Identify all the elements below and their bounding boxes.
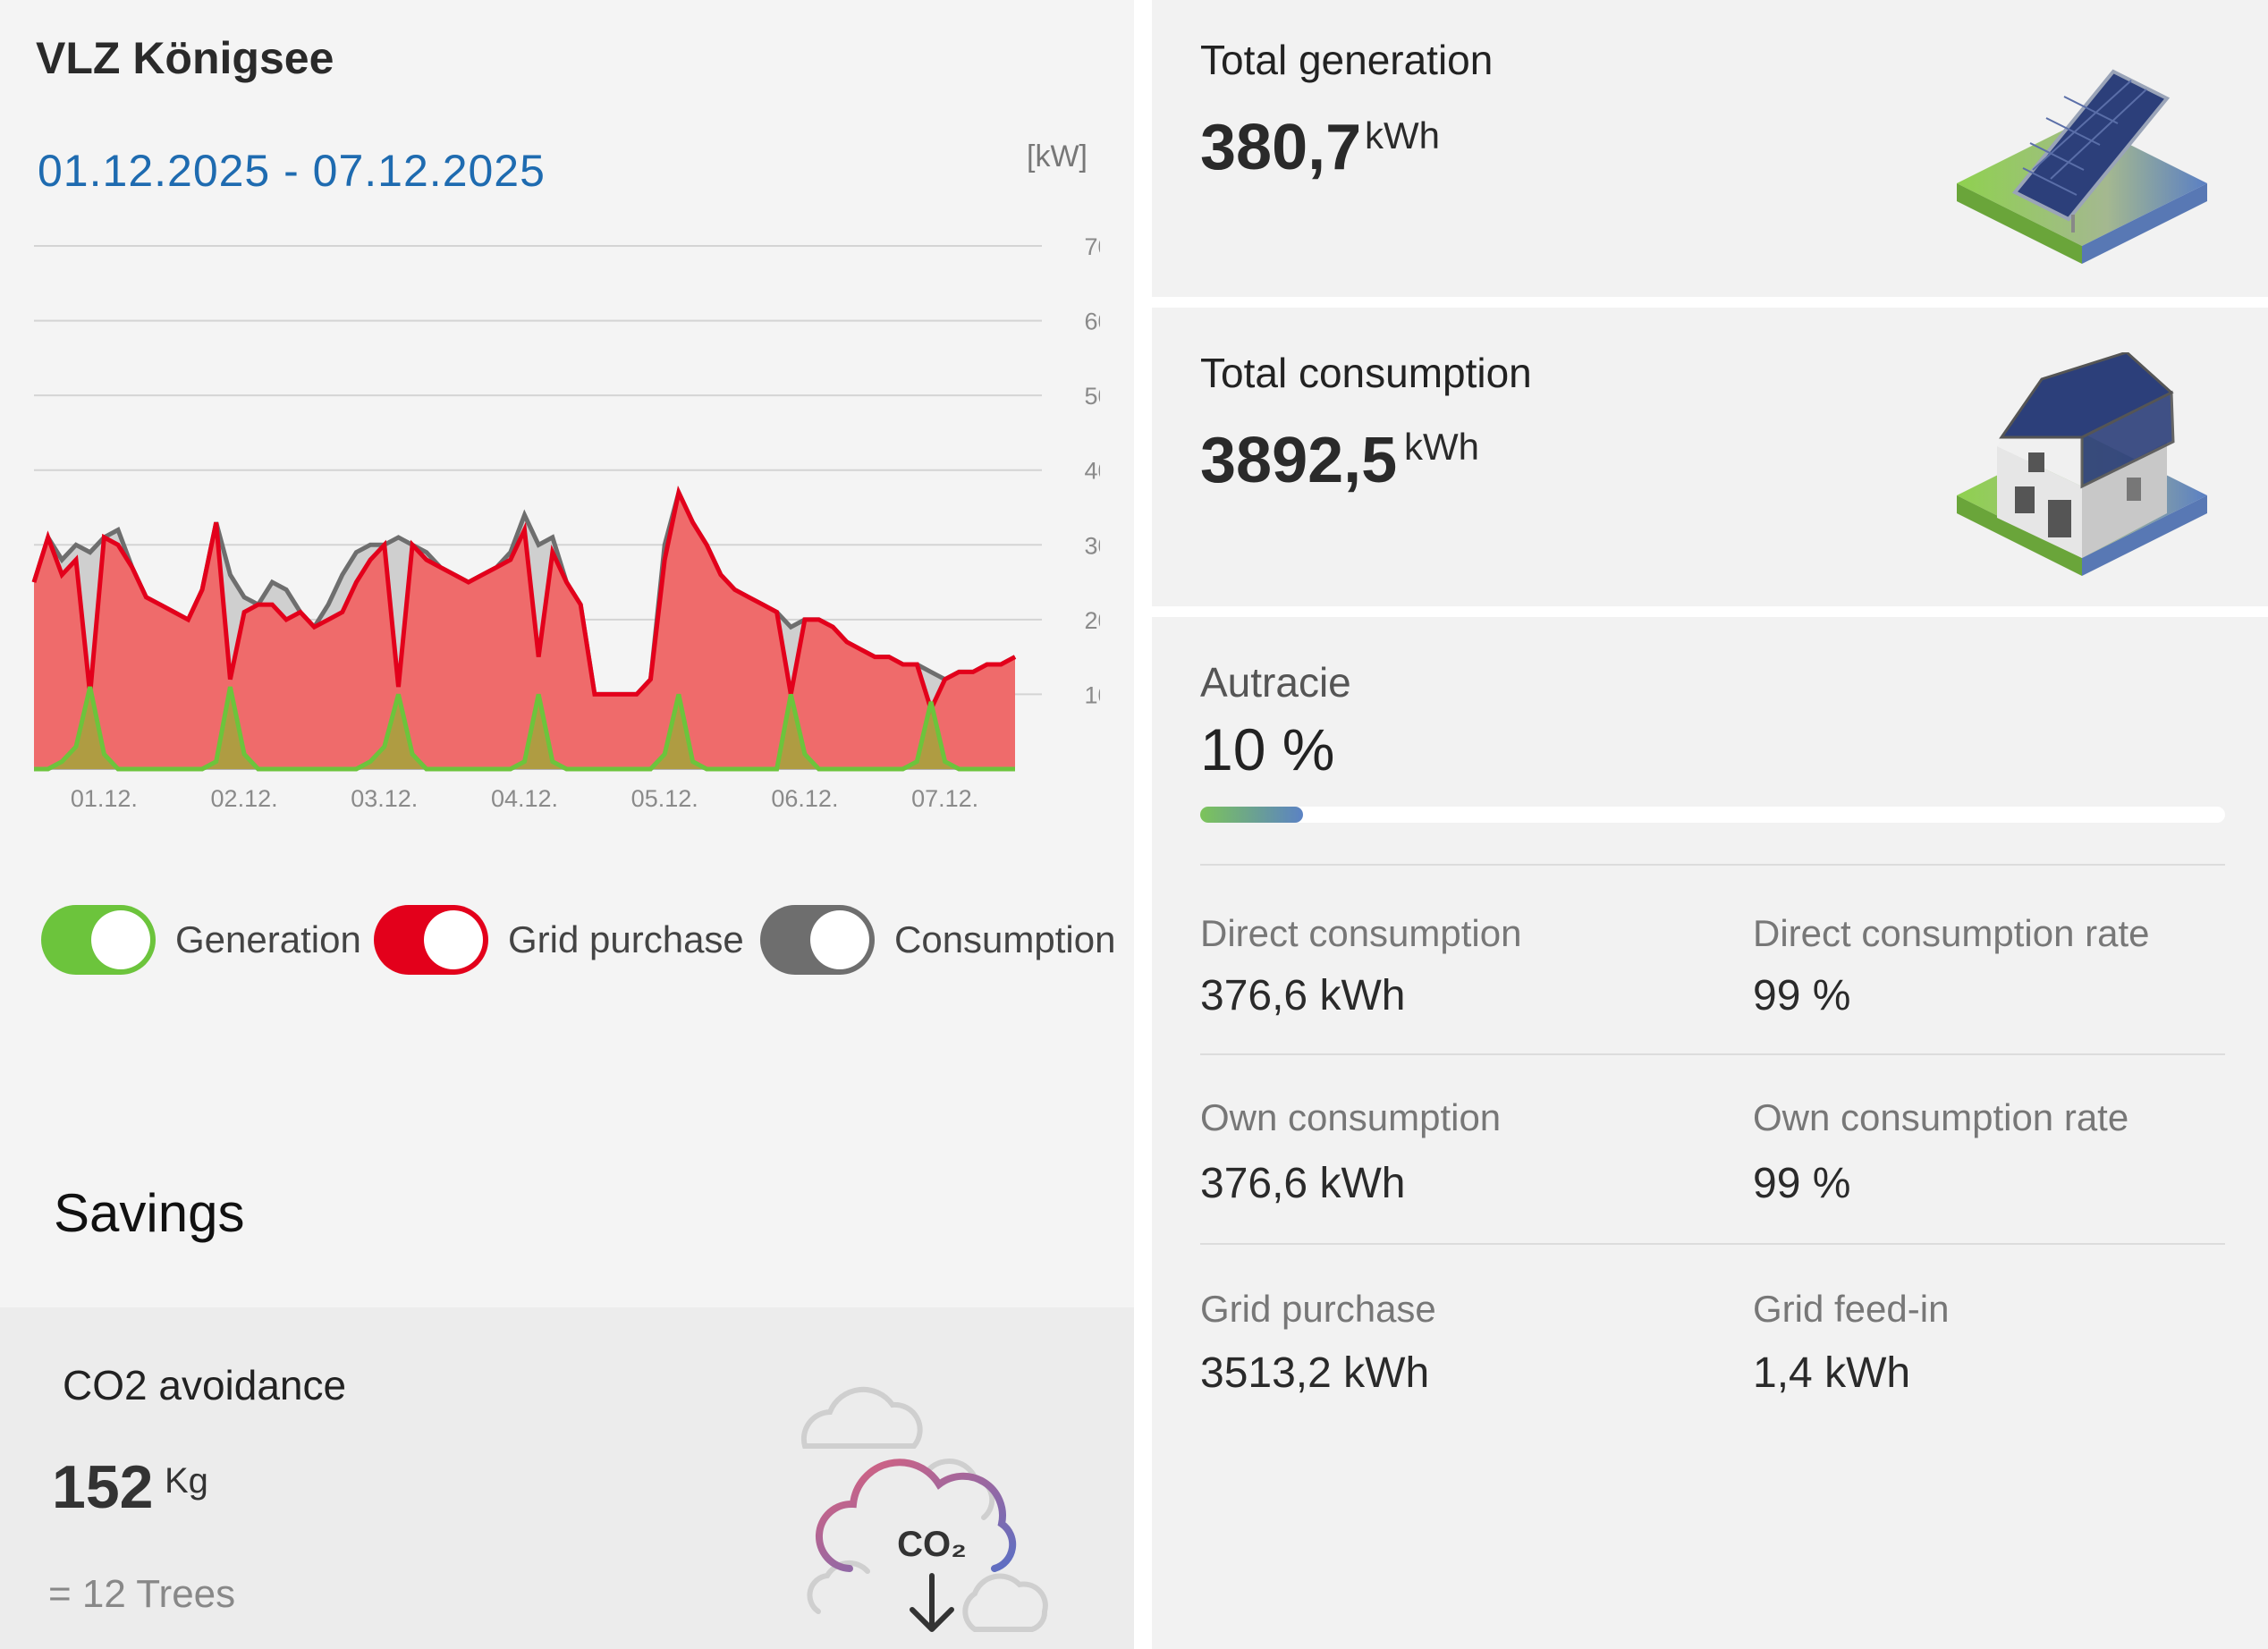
x-tick-label: 02.12. [211,785,278,812]
co2-cloud-icon: CO₂ [800,1386,1048,1632]
x-tick-label: 04.12. [491,785,558,812]
consumption-toggle-label: Consumption [894,918,1116,960]
summary-panel: Total generation 380,7 kWh Total consump… [1152,0,2268,1649]
grid-purchase-toggle-group[interactable]: Grid purchase [374,905,744,975]
consumption-toggle-group[interactable]: Consumption [760,905,1115,975]
house-icon [1957,352,2207,576]
toggle-knob [810,910,869,969]
own-consumption-rate-value: 99 % [1753,1160,1851,1207]
power-chart: 70,0 60,0 50,0 40,0 30,0 20,0 10,0 01.12. 02.12.… [31,233,1100,812]
y-tick-label: 70,0 [1084,233,1100,260]
y-tick-label: 20,0 [1084,607,1100,634]
generation-line [34,686,1015,772]
total-generation-unit: kWh [1365,114,1440,156]
grid-feed-in-label: Grid feed-in [1753,1288,1950,1330]
panel-divider [1134,0,1152,1649]
y-tick-label: 50,0 [1084,383,1100,410]
grid-purchase-line [31,485,1017,715]
y-tick-label: 10,0 [1084,681,1100,708]
co2-trees-equivalent: = 12 Trees [48,1572,236,1616]
total-consumption-unit: kWh [1404,426,1479,468]
grid-purchase-label: Grid purchase [1200,1288,1436,1330]
total-generation-value: 380,7 [1200,112,1362,183]
generation-toggle[interactable] [41,905,156,975]
co2-value: 152 [52,1453,154,1521]
row-divider [1200,864,2225,866]
solar-panel-icon [1957,69,2207,264]
grid-purchase-value: 3513,2 kWh [1200,1349,1430,1397]
x-tick-label: 06.12. [771,785,838,812]
own-consumption-value: 376,6 kWh [1200,1160,1406,1207]
own-consumption-rate-label: Own consumption rate [1753,1096,2129,1138]
direct-consumption-rate-label: Direct consumption rate [1753,912,2150,954]
card-separator [1152,606,2268,617]
energy-chart-panel: VLZ Königsee 01.12.2025 - 07.12.2025 [kW… [0,33,1134,1649]
y-tick-label: 30,0 [1084,532,1100,559]
x-tick-label: 01.12. [71,785,138,812]
grid-purchase-toggle[interactable] [374,905,488,975]
total-generation-title: Total generation [1200,37,1494,83]
grid-purchase-area [34,492,1015,769]
savings-heading: Savings [54,1183,245,1243]
row-divider [1200,1243,2225,1245]
x-tick-label: 05.12. [631,785,698,812]
row-divider [1200,1053,2225,1055]
grid-purchase-toggle-label: Grid purchase [508,918,744,960]
own-consumption-label: Own consumption [1200,1096,1502,1138]
autarky-progress-bar [1200,807,2225,823]
co2-title: CO2 avoidance [63,1362,347,1408]
site-title: VLZ Königsee [36,33,334,83]
generation-area [34,687,1015,769]
autarky-progress-fill [1200,807,1303,823]
direct-consumption-rate-value: 99 % [1753,972,1851,1019]
autarky-title: Autracie [1200,659,1351,706]
toggle-knob [91,910,150,969]
generation-toggle-label: Generation [175,918,361,960]
autarky-value: 10 % [1200,716,1335,782]
co2-icon-label: CO₂ [897,1525,967,1564]
total-consumption-card: Total consumption 3892,5 kWh [1152,308,2268,606]
y-tick-label: 40,0 [1084,458,1100,485]
co2-unit: Kg [165,1461,208,1501]
x-tick-label: 03.12. [351,785,418,812]
chart-unit-label: [kW] [1027,140,1087,173]
co2-avoidance-card: CO2 avoidance 152 Kg = 12 Trees CO₂ [0,1307,1134,1649]
grid-feed-in-value: 1,4 kWh [1753,1349,1911,1397]
toggle-knob [424,910,483,969]
direct-consumption-label: Direct consumption [1200,912,1522,954]
total-consumption-value: 3892,5 [1200,425,1398,496]
x-tick-label: 07.12. [911,785,978,812]
total-consumption-title: Total consumption [1200,350,1532,396]
date-range-selector[interactable]: 01.12.2025 - 07.12.2025 [38,146,546,196]
y-tick-label: 60,0 [1084,309,1100,335]
direct-consumption-value: 376,6 kWh [1200,972,1406,1019]
generation-toggle-group[interactable]: Generation [41,905,361,975]
consumption-toggle[interactable] [760,905,875,975]
total-generation-card: Total generation 380,7 kWh [1152,0,2268,297]
card-separator [1152,297,2268,308]
